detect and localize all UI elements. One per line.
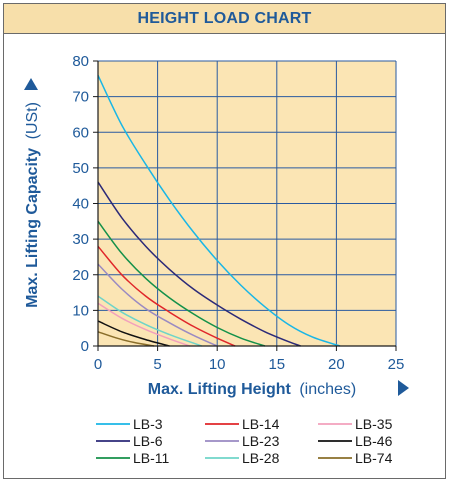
y-axis-label-bold: Max. Lifting Capacity <box>24 148 41 308</box>
axes: 0 10 20 30 40 50 60 70 80 0 5 10 15 20 25 <box>72 53 404 373</box>
x-axis-label-unit: (inches) <box>299 381 356 398</box>
y-axis-label-unit: (USt) <box>24 102 41 139</box>
x-axis-label-bold: Max. Lifting Height <box>148 381 292 398</box>
x-axis-arrow-icon <box>398 380 409 396</box>
legend-label: LB-11 <box>133 450 170 466</box>
series-line-lb-11 <box>97 220 266 347</box>
x-tick-label: 25 <box>388 356 405 373</box>
series-line-lb-3 <box>97 74 341 347</box>
legend-label: LB-6 <box>133 433 163 449</box>
legend-label: LB-46 <box>355 433 393 449</box>
series-line-lb-35 <box>97 302 191 347</box>
series-line-lb-28 <box>97 295 202 347</box>
y-tick-label: 30 <box>72 231 89 248</box>
y-tick-label: 20 <box>72 267 89 284</box>
series-line-lb-23 <box>97 263 218 347</box>
x-tick-label: 20 <box>328 356 345 373</box>
legend-label: LB-3 <box>133 416 163 432</box>
y-tick-label: 40 <box>72 196 89 213</box>
y-axis-arrow-icon <box>24 78 38 90</box>
chart-title-bar: HEIGHT LOAD CHART <box>4 4 445 34</box>
series-line-lb-74 <box>97 331 155 347</box>
x-tick-label: 5 <box>153 356 161 373</box>
y-tick-label: 10 <box>72 302 89 319</box>
y-tick-label: 0 <box>81 338 89 355</box>
y-tick-label: 70 <box>72 89 89 106</box>
y-tick-label: 50 <box>72 160 89 177</box>
chart-title: HEIGHT LOAD CHART <box>137 9 312 27</box>
y-tick-label: 80 <box>72 53 89 70</box>
y-axis-label: Max. Lifting Capacity (USt) <box>24 102 41 308</box>
legend-label: LB-35 <box>355 416 393 432</box>
legend-label: LB-28 <box>242 450 280 466</box>
legend-label: LB-23 <box>242 433 280 449</box>
legend-label: LB-14 <box>242 416 280 432</box>
legend-label: LB-74 <box>355 450 393 466</box>
x-tick-label: 15 <box>268 356 285 373</box>
x-axis-label: Max. Lifting Height (inches) <box>148 381 356 398</box>
x-tick-label: 0 <box>94 356 102 373</box>
series-line-lb-14 <box>97 245 236 347</box>
plot-area <box>97 60 397 347</box>
y-tick-label: 60 <box>72 124 89 141</box>
series-line-lb-6 <box>97 181 301 347</box>
series-line-lb-46 <box>97 320 170 347</box>
x-tick-label: 10 <box>209 356 226 373</box>
svg-text:Max. Lifting Capacity (U: Max. Lifting Capacity (USt) <box>24 102 41 308</box>
